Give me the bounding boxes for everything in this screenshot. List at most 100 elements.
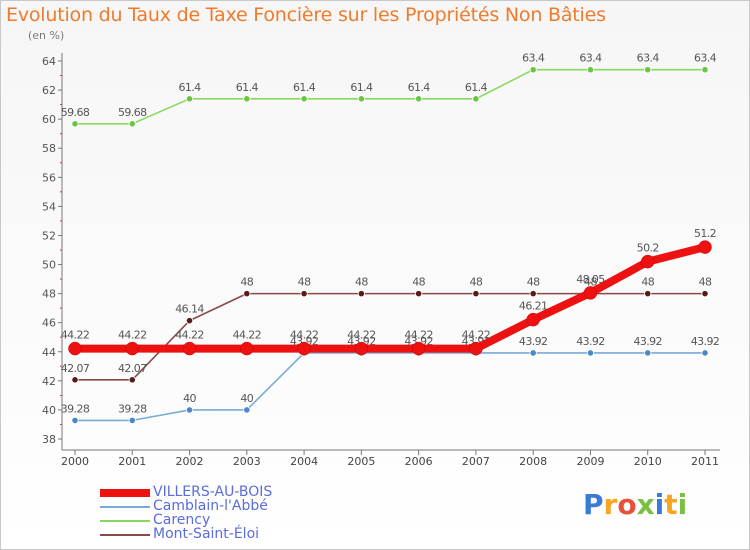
legend-label-camblain: Camblain-l'Abbé	[153, 498, 268, 514]
y-tick-label: 44	[42, 346, 56, 359]
data-point	[526, 312, 540, 327]
data-label: 44.22	[462, 329, 491, 342]
y-tick-label: 58	[42, 142, 56, 155]
data-point	[640, 254, 655, 269]
data-label: 46.21	[519, 300, 548, 313]
data-point	[644, 290, 652, 298]
series-line	[71, 243, 709, 353]
data-point	[701, 349, 709, 357]
logo-letter: i	[654, 488, 665, 521]
x-tick-label: 2003	[233, 455, 261, 468]
y-tick-label: 42	[42, 375, 56, 388]
data-point	[71, 376, 79, 384]
data-label: 63.4	[694, 52, 717, 65]
data-label: 59.68	[61, 106, 90, 119]
data-label: 44.22	[175, 329, 204, 342]
data-point	[415, 95, 423, 103]
data-point	[472, 290, 480, 298]
data-point	[586, 349, 595, 357]
data-label: 44.22	[404, 329, 433, 342]
data-label: 42.07	[61, 362, 90, 375]
data-label: 61.4	[236, 81, 259, 94]
data-label: 48	[699, 276, 712, 289]
data-point	[701, 66, 709, 74]
data-label: 59.68	[118, 106, 147, 119]
y-tick-label: 54	[42, 200, 56, 213]
legend-label-carency: Carency	[153, 512, 211, 528]
data-label: 61.4	[350, 81, 373, 94]
data-point	[243, 290, 251, 298]
data-label: 63.4	[637, 52, 660, 65]
y-tick-label: 60	[42, 113, 56, 126]
legend-swatch-carency	[100, 520, 150, 522]
data-point	[185, 95, 194, 103]
y-tick-label: 40	[42, 404, 56, 417]
data-label: 48	[470, 276, 483, 289]
legend-swatch-camblain	[100, 506, 150, 508]
y-tick-label: 50	[42, 259, 56, 272]
data-point	[411, 341, 426, 356]
data-point	[297, 341, 311, 356]
data-label: 39.28	[61, 402, 90, 415]
data-label: 44.22	[61, 329, 90, 342]
data-point	[357, 290, 365, 298]
data-label: 43.92	[519, 335, 548, 348]
x-tick-label: 2010	[634, 455, 662, 468]
data-label: 43.92	[633, 335, 662, 348]
proxiti-logo[interactable]: Proxiti	[583, 488, 687, 521]
data-point	[185, 406, 194, 414]
logo-letter: t	[664, 488, 678, 521]
x-tick-label: 2007	[462, 455, 490, 468]
data-label: 63.4	[522, 52, 545, 65]
logo-letter: P	[583, 488, 604, 521]
data-point	[529, 290, 537, 298]
data-label: 48	[641, 276, 654, 289]
data-label: 51.2	[694, 227, 716, 240]
chart-title: Evolution du Taux de Taxe Foncière sur l…	[6, 4, 606, 26]
data-point	[469, 341, 483, 356]
data-point	[529, 349, 537, 357]
data-label: 50.2	[637, 242, 659, 255]
data-point	[182, 341, 197, 356]
data-point	[583, 286, 598, 300]
data-point	[701, 290, 709, 298]
series-line	[74, 68, 706, 125]
legend-swatch-mont-saint-eloi	[100, 534, 150, 536]
data-point	[243, 406, 251, 414]
data-point	[644, 349, 652, 357]
data-label: 42.07	[118, 362, 147, 375]
data-label: 48	[355, 276, 368, 289]
logo-letter: x	[636, 488, 655, 521]
data-point	[300, 290, 308, 298]
data-label: 43.92	[691, 335, 720, 348]
data-label: 48	[298, 276, 311, 289]
data-point	[357, 95, 365, 103]
y-unit-label: (en %)	[28, 29, 65, 42]
data-point	[644, 66, 652, 74]
y-tick-label: 56	[42, 171, 56, 184]
legend-label-villers: VILLERS-AU-BOIS	[153, 484, 273, 500]
x-tick-label: 2002	[176, 455, 204, 468]
logo-letter: o	[617, 488, 637, 521]
data-label: 39.28	[118, 402, 147, 415]
data-label: 43.92	[576, 335, 605, 348]
x-tick-label: 2009	[576, 455, 604, 468]
y-tick-label: 64	[42, 55, 56, 68]
data-label: 61.4	[293, 81, 316, 94]
data-point	[354, 341, 369, 356]
x-tick-label: 2006	[405, 455, 433, 468]
data-label: 40	[183, 392, 196, 405]
data-point	[128, 120, 136, 128]
y-tick-label: 62	[42, 84, 56, 97]
data-point	[698, 240, 712, 254]
legend-swatch-villers	[100, 489, 150, 497]
data-label: 61.4	[465, 81, 488, 94]
data-point	[128, 376, 136, 384]
x-tick-label: 2011	[691, 455, 719, 468]
data-point	[586, 66, 595, 74]
legend-label-mont-saint-eloi: Mont-Saint-Éloi	[153, 526, 260, 542]
data-point	[68, 341, 82, 356]
x-tick-label: 2008	[519, 455, 547, 468]
data-point	[472, 95, 480, 103]
